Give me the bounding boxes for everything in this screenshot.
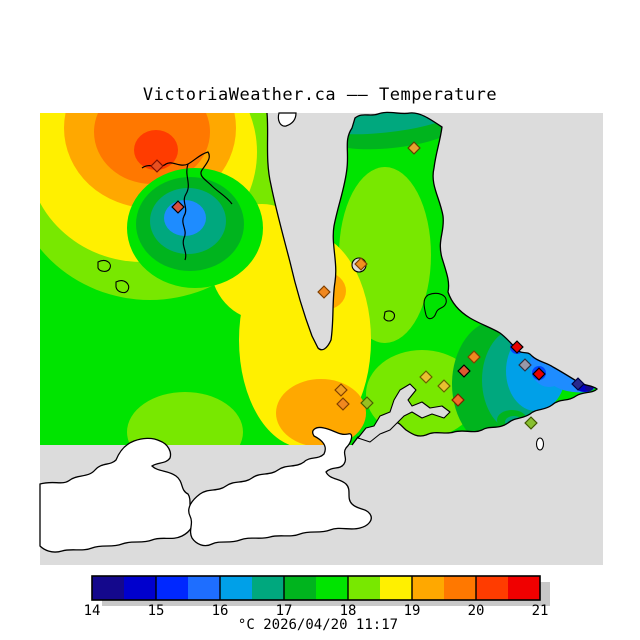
colorbar-segment <box>412 576 444 600</box>
colorbar-segment <box>284 576 316 600</box>
station-marker-0[interactable] <box>150 159 164 173</box>
station-marker-16[interactable] <box>571 377 585 391</box>
colorbar-segment <box>220 576 252 600</box>
station-marker-13[interactable] <box>510 340 524 354</box>
colorbar-tick-label: 19 <box>404 603 421 619</box>
colorbar-segment <box>92 576 124 600</box>
station-marker-4[interactable] <box>317 285 331 299</box>
colorbar-segment <box>252 576 284 600</box>
colorbar-tick-label: 18 <box>340 603 357 619</box>
colorbar-segment <box>188 576 220 600</box>
station-marker-2[interactable] <box>407 141 421 155</box>
lake-outlines <box>97 260 447 322</box>
field-lightgreen-bottom <box>127 392 243 446</box>
field-orange-spot-south <box>276 379 366 446</box>
colorbar-border <box>91 575 541 601</box>
colorbar: 14 15 16 17 18 19 20 21 <box>84 575 550 619</box>
station-marker-12[interactable] <box>457 364 471 378</box>
colorbar-tick-label: 21 <box>532 603 549 619</box>
field-hotcore-nw <box>134 130 178 170</box>
colorbar-segment <box>444 576 476 600</box>
islet <box>535 437 545 451</box>
station-marker-11[interactable] <box>467 350 481 364</box>
colorbar-tick-label: 14 <box>84 603 101 619</box>
colorbar-segment <box>476 576 508 600</box>
map-title: VictoriaWeather.ca —— Temperature <box>143 85 497 105</box>
coastline-finlayson-arm <box>141 151 233 261</box>
colorbar-tick-label: 15 <box>148 603 165 619</box>
outside-land-millbay <box>277 112 297 127</box>
colorbar-segment <box>316 576 348 600</box>
colorbar-segment <box>348 576 380 600</box>
station-marker-6[interactable] <box>336 397 350 411</box>
colorbar-segment <box>156 576 188 600</box>
station-marker-7[interactable] <box>360 396 374 410</box>
colorbar-segment <box>380 576 412 600</box>
station-marker-8[interactable] <box>419 370 433 384</box>
colorbar-segment <box>508 576 540 600</box>
colorbar-segment <box>124 576 156 600</box>
outside-land-west <box>39 437 194 553</box>
harbour-channel <box>357 383 451 443</box>
colorbar-caption: °C 2026/04/20 11:17 <box>238 617 398 633</box>
coastline-main <box>266 111 598 446</box>
colorbar-tick-label: 16 <box>212 603 229 619</box>
station-marker-1[interactable] <box>171 200 185 214</box>
colorbar-tick-label: 17 <box>276 603 293 619</box>
outside-land-east <box>188 426 372 547</box>
station-marker-5[interactable] <box>334 383 348 397</box>
station-marker-10[interactable] <box>451 393 465 407</box>
station-markers <box>150 141 585 430</box>
outside-land <box>39 112 545 553</box>
station-marker-14[interactable] <box>518 358 532 372</box>
station-marker-9[interactable] <box>437 379 451 393</box>
station-marker-3[interactable] <box>354 257 368 271</box>
colorbar-tick-label: 20 <box>468 603 485 619</box>
station-marker-17[interactable] <box>524 416 538 430</box>
station-marker-15[interactable] <box>532 367 546 381</box>
